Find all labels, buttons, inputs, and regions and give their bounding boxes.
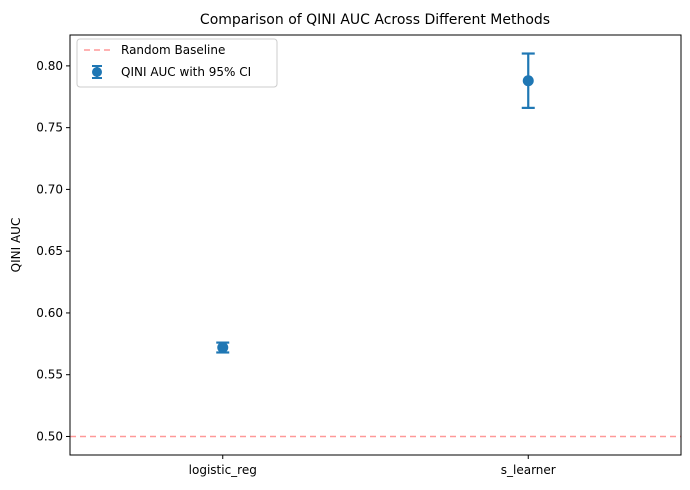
legend-label-baseline: Random Baseline [121, 43, 225, 57]
y-tick-label: 0.60 [36, 306, 63, 320]
y-tick-label: 0.80 [36, 59, 63, 73]
x-axis: logistic_reg s_learner [189, 455, 556, 477]
y-tick-label: 0.55 [36, 368, 63, 382]
chart-title: Comparison of QINI AUC Across Different … [200, 12, 550, 28]
data-point [217, 342, 229, 354]
y-axis: 0.50 0.55 0.60 0.65 0.70 0.75 0.80 [36, 59, 70, 443]
legend-label-series: QINI AUC with 95% CI [121, 65, 251, 79]
plot-frame [69, 34, 682, 456]
x-tick-label: logistic_reg [189, 463, 257, 477]
y-tick-label: 0.70 [36, 182, 63, 196]
x-tick-label: s_learner [501, 463, 556, 477]
y-axis-title: QINI AUC [9, 218, 23, 273]
legend-swatch-marker [92, 67, 102, 77]
data-point [522, 75, 534, 87]
y-tick-label: 0.65 [36, 244, 63, 258]
legend-series-swatch [92, 65, 102, 79]
y-tick-label: 0.50 [36, 429, 63, 443]
legend: Random Baseline QINI AUC with 95% CI [76, 38, 278, 88]
plot-marks [70, 52, 681, 438]
legend-box [76, 38, 278, 88]
y-tick-label: 0.75 [36, 121, 63, 135]
